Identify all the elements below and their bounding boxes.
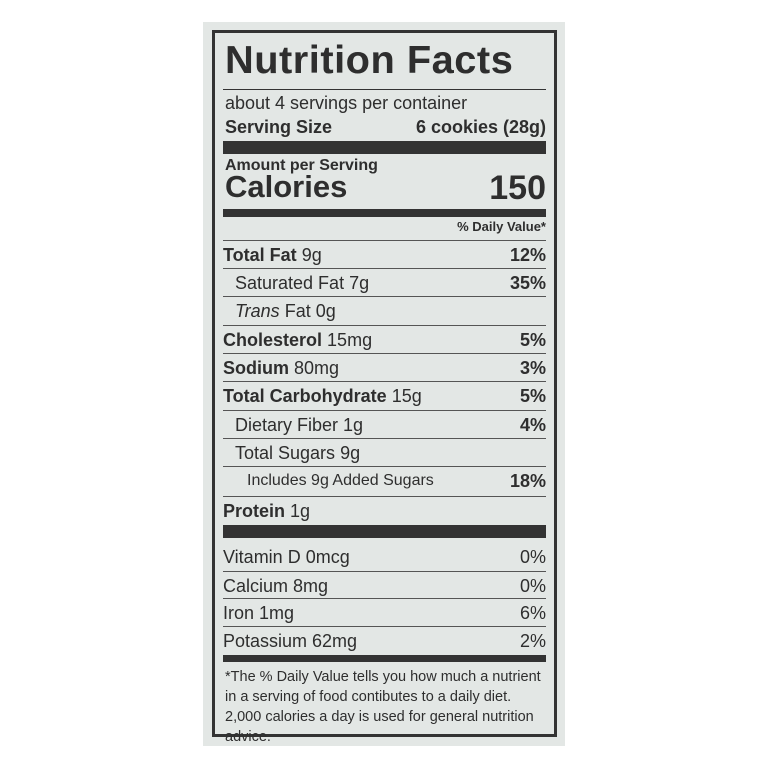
nutrient-row-added-sugars: Includes 9g Added Sugars 18% <box>223 466 546 495</box>
nutrition-facts-label: Nutrition Facts about 4 servings per con… <box>212 30 557 745</box>
nutrient-row-total-sugars: Total Sugars 9g <box>223 438 546 467</box>
nutrient-row-cholesterol: Cholesterol 15mg 5% <box>223 325 546 354</box>
serving-size-label: Serving Size <box>225 117 333 137</box>
calories-row: Calories 150 <box>225 169 546 208</box>
vitamin-row-potassium: Potassium 62mg 2% <box>223 626 546 655</box>
nutrient-row-dietary-fiber: Dietary Fiber 1g 4% <box>223 410 546 439</box>
thick-divider <box>223 525 546 538</box>
divider <box>223 89 546 90</box>
thick-divider <box>223 209 546 217</box>
serving-size-row: Serving Size 6 cookies (28g) <box>225 117 546 138</box>
calories-value: 150 <box>489 169 546 207</box>
nutrient-row-total-carbohydrate: Total Carbohydrate 15g 5% <box>223 381 546 410</box>
vitamin-row-iron: Iron 1mg 6% <box>223 598 546 627</box>
footnote: *The % Daily Value tells you how much a … <box>225 669 541 745</box>
daily-value-header: % Daily Value* <box>457 219 546 234</box>
nutrient-row-sodium: Sodium 80mg 3% <box>223 353 546 382</box>
vitamin-row-vitamin-d: Vitamin D 0mcg 0% <box>223 547 546 567</box>
thick-divider <box>223 655 546 662</box>
nutrient-row-protein: Protein 1g <box>223 496 546 525</box>
label-title: Nutrition Facts <box>225 39 514 82</box>
thick-divider <box>223 141 546 154</box>
nutrient-row-saturated-fat: Saturated Fat 7g 35% <box>223 268 546 297</box>
nutrient-row-trans-fat: Trans Fat 0g <box>223 296 546 325</box>
calories-label: Calories <box>225 169 348 204</box>
vitamin-row-calcium: Calcium 8mg 0% <box>223 571 546 600</box>
amount-per-serving: Amount per Serving <box>225 157 378 174</box>
serving-size-value: 6 cookies (28g) <box>415 117 546 137</box>
nutrient-row-total-fat: Total Fat 9g 12% <box>223 240 546 269</box>
servings-per-container: about 4 servings per container <box>225 93 468 113</box>
